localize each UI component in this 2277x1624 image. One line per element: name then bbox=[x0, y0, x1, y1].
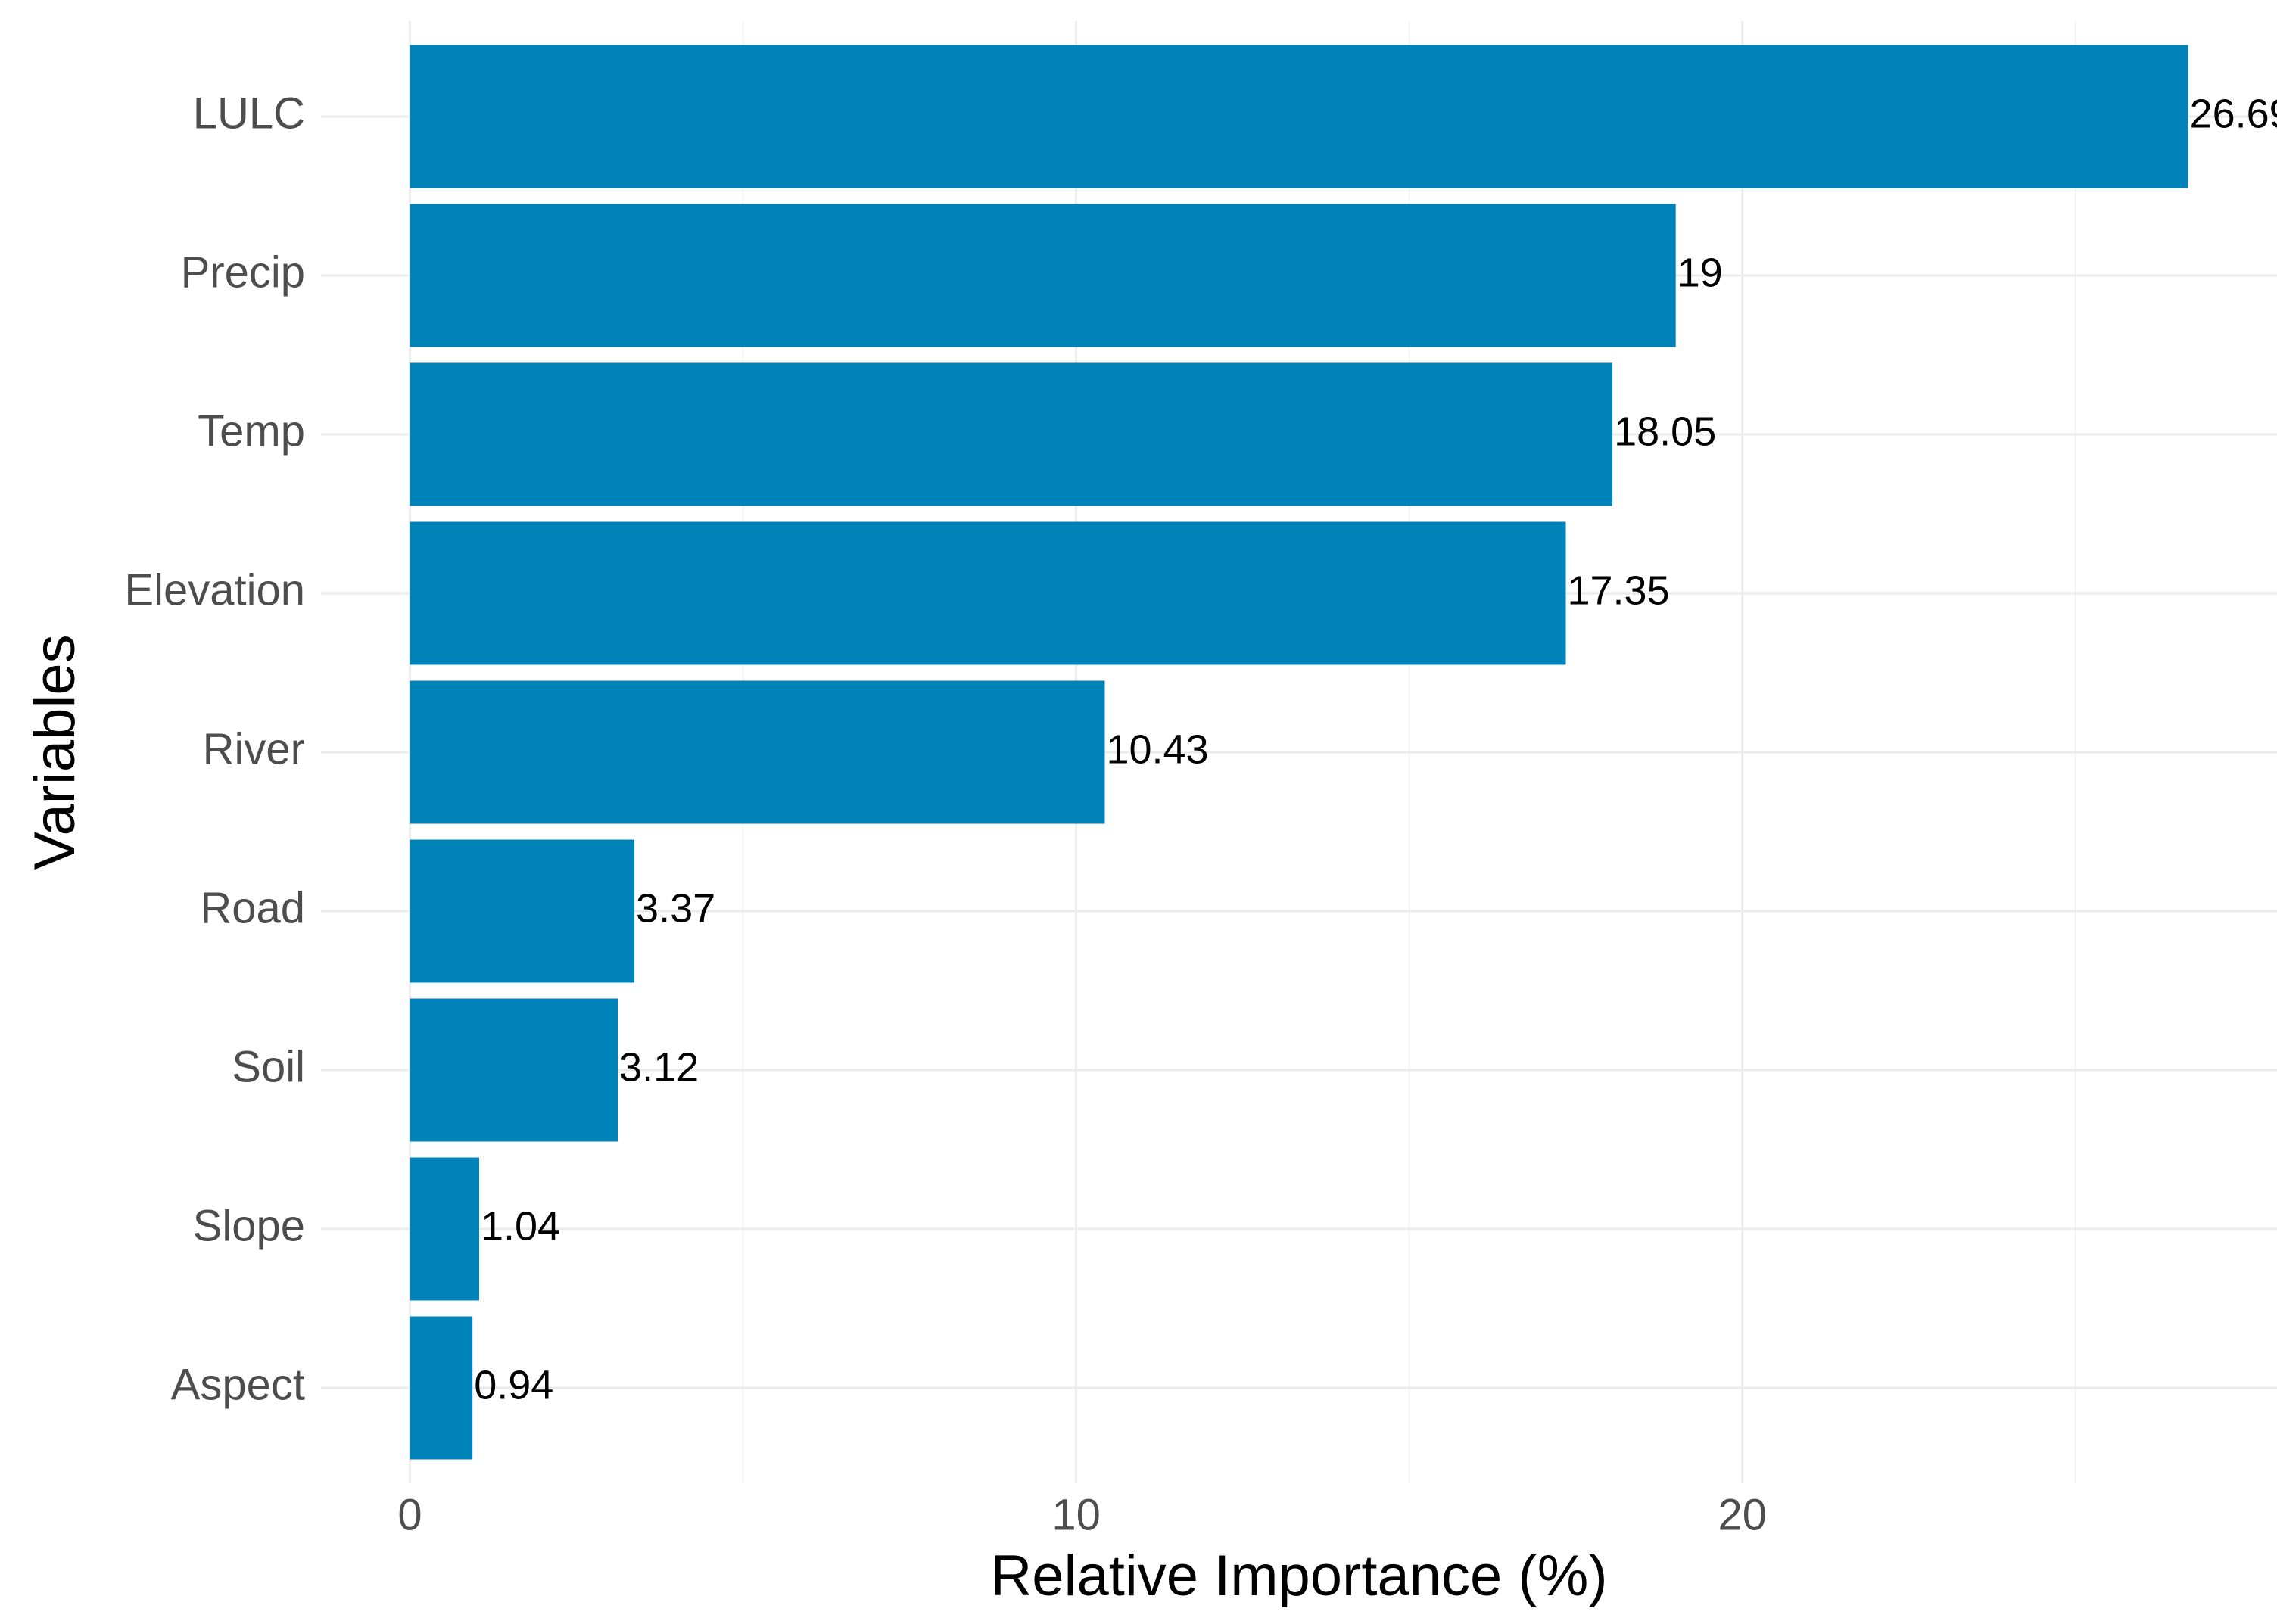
bar bbox=[410, 362, 1613, 506]
y-tick-label: Road bbox=[200, 883, 305, 932]
value-label: 10.43 bbox=[1106, 726, 1208, 772]
y-tick-label: Precip bbox=[181, 247, 305, 297]
y-tick-label: Aspect bbox=[171, 1360, 305, 1409]
bar bbox=[410, 204, 1676, 347]
y-tick-label: Soil bbox=[232, 1042, 305, 1091]
value-label: 26.69 bbox=[2190, 91, 2277, 136]
y-axis-title: Variables bbox=[23, 634, 87, 870]
x-tick-label: 20 bbox=[1718, 1490, 1767, 1539]
value-label: 3.12 bbox=[619, 1044, 699, 1090]
value-label: 1.04 bbox=[481, 1203, 560, 1249]
value-label: 17.35 bbox=[1567, 568, 1669, 613]
value-label: 19 bbox=[1677, 250, 1723, 295]
y-tick-label: LULC bbox=[193, 89, 305, 138]
bar bbox=[410, 521, 1566, 665]
value-label: 3.37 bbox=[636, 885, 715, 931]
x-axis-title: Relative Importance (%) bbox=[990, 1544, 1607, 1608]
bar bbox=[410, 1316, 473, 1460]
y-tick-label: Elevation bbox=[124, 565, 305, 614]
value-label: 0.94 bbox=[474, 1362, 553, 1408]
bar bbox=[410, 680, 1105, 824]
bar bbox=[410, 839, 635, 983]
value-label: 18.05 bbox=[1614, 409, 1716, 454]
bar bbox=[410, 45, 2188, 188]
y-tick-label: River bbox=[203, 724, 305, 773]
bar bbox=[410, 998, 618, 1142]
y-tick-label: Temp bbox=[198, 406, 305, 456]
x-tick-label: 10 bbox=[1051, 1490, 1101, 1539]
x-tick-label: 0 bbox=[397, 1490, 422, 1539]
bar bbox=[410, 1157, 479, 1301]
y-tick-label: Slope bbox=[193, 1201, 305, 1250]
